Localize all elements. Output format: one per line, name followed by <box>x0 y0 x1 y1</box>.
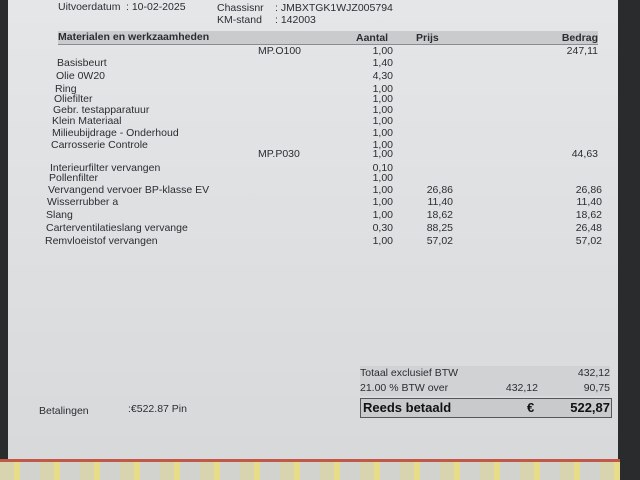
item-aantal: 1,00 <box>372 184 393 196</box>
item-prijs: 18,62 <box>426 209 453 221</box>
item-aantal: 1,00 <box>372 93 393 105</box>
item-bedrag: 247,11 <box>566 45 598 57</box>
item-aantal: 0,10 <box>372 162 393 174</box>
item-bedrag: 26,48 <box>575 222 602 234</box>
chassisnr-value: : JMBXTGK1WJZ005794 <box>275 2 393 14</box>
betalingen-label: Betalingen <box>39 405 89 417</box>
uitvoerdatum-value: : 10-02-2025 <box>126 1 186 13</box>
item-bedrag: 18,62 <box>575 209 602 221</box>
item-bedrag: 44,63 <box>571 148 598 160</box>
item-prijs: 11,40 <box>427 196 454 208</box>
item-description: Vervangend vervoer BP-klasse EV <box>48 184 210 196</box>
footer-stripe <box>0 459 620 462</box>
btw-label: 21.00 % BTW over <box>360 382 449 394</box>
item-bedrag: 11,40 <box>576 196 603 208</box>
table-header <box>58 31 598 45</box>
col-materialen: Materialen en werkzaamheden <box>58 31 210 43</box>
kmstand-label: KM-stand <box>217 14 262 26</box>
item-description: Pollenfilter <box>49 172 99 184</box>
item-description: Klein Materiaal <box>52 115 122 127</box>
item-aantal: 1,00 <box>372 104 393 116</box>
reeds-betaald-box <box>360 398 612 418</box>
uitvoerdatum-label: Uitvoerdatum <box>58 1 121 13</box>
footer-band <box>0 462 620 480</box>
totaal-excl-value: 432,12 <box>577 367 610 379</box>
chassisnr-label: Chassisnr <box>217 2 264 14</box>
item-aantal: 1,00 <box>372 172 393 184</box>
item-aantal: 1,00 <box>372 139 393 151</box>
item-description: Gebr. testapparatuur <box>53 104 150 116</box>
item-aantal: 1,00 <box>372 196 393 208</box>
item-description: Wisserrubber a <box>47 196 119 208</box>
btw-base: 432,12 <box>505 382 538 394</box>
item-aantal: 4,30 <box>372 70 393 82</box>
item-aantal: 1,00 <box>372 235 393 247</box>
col-bedrag: Bedrag <box>561 32 598 44</box>
item-aantal: 1,00 <box>372 148 393 160</box>
item-prijs: 88,25 <box>426 222 453 234</box>
item-code: MP.O100 <box>258 45 301 57</box>
betalingen-value: :€522.87 Pin <box>128 403 187 415</box>
item-description: Carterventilatieslang vervange <box>46 222 188 234</box>
totaal-excl-label: Totaal exclusief BTW <box>360 367 459 379</box>
item-aantal: 0,30 <box>372 222 393 234</box>
totals-area <box>360 366 610 396</box>
col-prijs: Prijs <box>416 32 439 44</box>
currency-symbol: € <box>527 400 535 415</box>
item-aantal: 1,00 <box>372 83 393 95</box>
item-description: Milieubijdrage - Onderhoud <box>52 127 179 139</box>
item-description: Carrosserie Controle <box>51 139 148 151</box>
item-aantal: 1,40 <box>372 57 393 69</box>
reeds-betaald-value: 522,87 <box>570 400 610 415</box>
item-prijs: 26,86 <box>426 184 453 196</box>
kmstand-value: : 142003 <box>275 14 316 26</box>
item-aantal: 1,00 <box>372 115 393 127</box>
item-bedrag: 57,02 <box>575 235 602 247</box>
item-aantal: 1,00 <box>372 209 393 221</box>
item-aantal: 1,00 <box>372 45 393 57</box>
reeds-betaald-label: Reeds betaald <box>363 400 452 415</box>
item-description: Interieurfilter vervangen <box>50 162 161 174</box>
col-aantal: Aantal <box>356 32 389 44</box>
btw-value: 90,75 <box>583 382 610 394</box>
item-code: MP.P030 <box>258 148 300 160</box>
item-bedrag: 26,86 <box>575 184 602 196</box>
item-description: Remvloeistof vervangen <box>45 235 158 247</box>
item-description: Ring <box>55 83 77 95</box>
item-description: Slang <box>46 209 73 221</box>
item-description: Oliefilter <box>54 93 93 105</box>
invoice-paper: Uitvoerdatum : 10-02-2025 Chassisnr : JM… <box>0 0 620 480</box>
item-description: Basisbeurt <box>57 57 107 69</box>
item-description: Olie 0W20 <box>56 70 106 82</box>
item-aantal: 1,00 <box>372 127 393 139</box>
item-prijs: 57,02 <box>426 235 453 247</box>
